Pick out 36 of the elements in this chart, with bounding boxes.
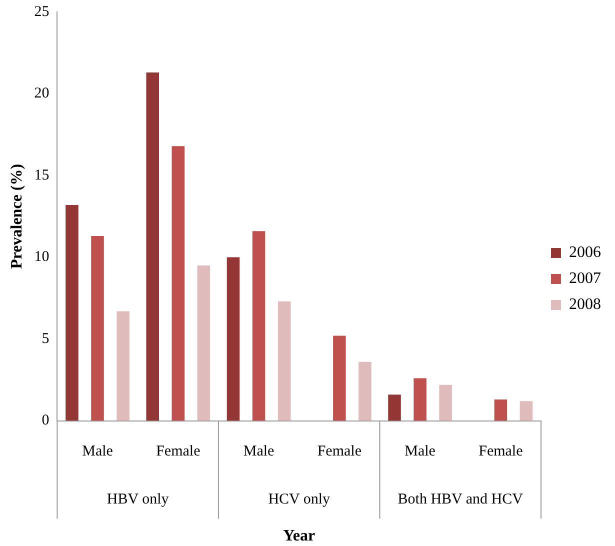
bar xyxy=(252,231,266,421)
bar xyxy=(91,236,104,421)
bar xyxy=(358,362,372,421)
x-axis-title: Year xyxy=(283,528,316,545)
x-tick-label: Female xyxy=(156,444,201,460)
legend-label: 2006 xyxy=(569,244,601,262)
bar xyxy=(197,265,210,421)
x-tick-label: Male xyxy=(82,444,114,460)
x-tick-label: Female xyxy=(317,444,362,460)
y-axis-title: Prevalence (%) xyxy=(8,164,26,269)
y-tick-label: 0 xyxy=(42,412,50,429)
text: HCV only xyxy=(268,492,330,508)
y-tick-label: 25 xyxy=(34,4,50,20)
bar xyxy=(439,384,452,421)
bar xyxy=(388,394,401,421)
y-tick-label: 20 xyxy=(34,86,50,102)
bar xyxy=(333,336,346,421)
x-tick-label: Male xyxy=(243,444,275,460)
text: Both HBV and HCV xyxy=(398,492,524,508)
bar xyxy=(278,301,291,421)
bar xyxy=(520,401,533,421)
x-tick-label: Male xyxy=(404,444,436,460)
bar xyxy=(146,72,159,421)
bar xyxy=(226,257,240,421)
bar xyxy=(116,311,130,421)
y-tick-label: 5 xyxy=(42,330,50,347)
text: HBV only xyxy=(106,492,170,508)
y-tick-label: 10 xyxy=(34,249,50,266)
bar xyxy=(494,400,508,421)
legend-label: 2007 xyxy=(569,270,601,288)
bar xyxy=(172,146,185,421)
y-tick-label: 15 xyxy=(34,167,50,184)
bar xyxy=(66,204,78,421)
bar xyxy=(414,378,426,421)
legend-label: 2008 xyxy=(569,296,601,314)
x-tick-label: Female xyxy=(478,444,524,460)
